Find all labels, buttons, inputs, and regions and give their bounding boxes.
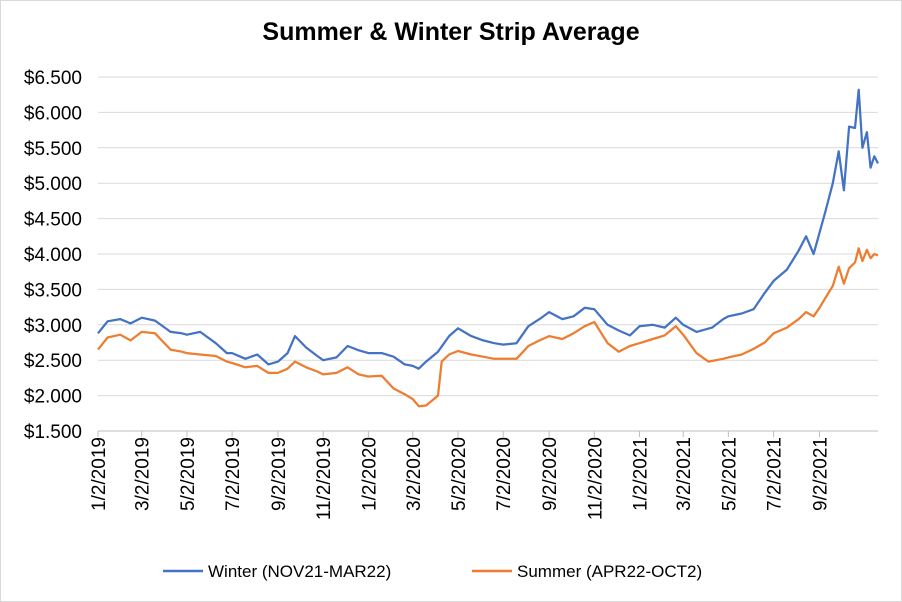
y-tick-label: $5.000 xyxy=(24,174,82,195)
y-tick-label: $6.500 xyxy=(24,68,82,89)
y-tick-label: $4.500 xyxy=(24,210,82,231)
x-tick-label: 7/2/2020 xyxy=(494,437,515,511)
gridlines xyxy=(98,76,878,397)
x-tick-label: 1/2/2020 xyxy=(359,437,380,511)
legend-label: Summer (APR22-OCT2) xyxy=(517,562,702,581)
x-tick-label: 1/2/2021 xyxy=(630,437,651,511)
y-tick-label: $6.000 xyxy=(24,103,82,124)
x-tick-label: 5/2/2020 xyxy=(449,437,470,511)
y-tick-label: $4.000 xyxy=(24,245,82,266)
y-tick-label: $1.500 xyxy=(24,422,82,443)
x-tick-label: 1/2/2019 xyxy=(89,437,110,511)
y-tick-label: $2.000 xyxy=(24,387,82,408)
legend: Winter (NOV21-MAR22) Summer (APR22-OCT2) xyxy=(163,562,702,581)
x-tick-label: 5/2/2021 xyxy=(719,437,740,511)
x-tick-label: 3/2/2021 xyxy=(674,437,695,511)
x-tick-label: 3/2/2019 xyxy=(133,437,154,511)
legend-label: Winter (NOV21-MAR22) xyxy=(208,562,391,581)
y-tick-label: $3.500 xyxy=(24,280,82,301)
x-tick-label: 3/2/2020 xyxy=(404,437,425,511)
y-tick-label: $3.000 xyxy=(24,316,82,337)
x-tick-label: 5/2/2019 xyxy=(178,437,199,511)
x-tick-label: 9/2/2021 xyxy=(810,437,831,511)
y-tick-label: $2.500 xyxy=(24,351,82,372)
chart-title: Summer & Winter Strip Average xyxy=(262,18,640,46)
y-tick-labels: $1.500 $2.000 $2.500 $3.000 $3.500 $4.000 $4.5… xyxy=(24,68,82,443)
series-line-winter xyxy=(97,88,879,370)
x-tick-label: 9/2/2020 xyxy=(540,437,561,511)
x-tick-label: 7/2/2019 xyxy=(223,437,244,511)
y-tick-label: $5.500 xyxy=(24,139,82,160)
x-tick-label: 11/2/2020 xyxy=(585,437,606,520)
series-lines xyxy=(97,88,879,408)
x-tick-labels: 1/2/2019 3/2/2019 5/2/2019 7/2/2019 9/2/2019… xyxy=(89,437,831,520)
series-line-summer xyxy=(97,247,879,408)
x-tick-label: 9/2/2019 xyxy=(269,437,290,511)
x-tick-label: 7/2/2021 xyxy=(765,437,786,511)
x-axis xyxy=(97,430,878,437)
x-tick-label: 11/2/2019 xyxy=(314,437,335,520)
